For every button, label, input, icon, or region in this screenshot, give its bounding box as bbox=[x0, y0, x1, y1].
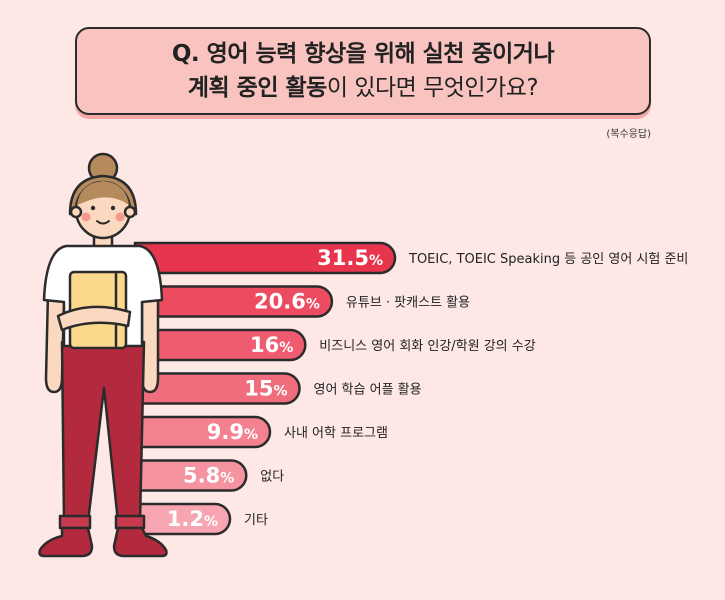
category-label: 사내 어학 프로그램 bbox=[284, 426, 388, 441]
question-title-line1: Q. 영어 능력 향상을 위해 실천 중이거나 bbox=[171, 41, 555, 67]
bar-group: 16% 비즈니스 영어 회화 인강/학원 강의 수강 bbox=[133, 328, 536, 362]
left-cheek bbox=[81, 212, 91, 222]
bar-group: 5.8% 없다 bbox=[133, 459, 284, 492]
category-label: 비즈니스 영어 회화 인강/학원 강의 수강 bbox=[319, 339, 535, 354]
bar bbox=[133, 241, 397, 275]
bar bbox=[133, 328, 307, 362]
left-shoe bbox=[38, 526, 94, 558]
bangs bbox=[77, 181, 129, 205]
question-title-emphasis: 계획 중인 활동 bbox=[187, 75, 327, 101]
bar-value-label: 15% bbox=[244, 377, 287, 401]
right-shoe bbox=[112, 526, 168, 558]
bar bbox=[133, 372, 301, 405]
right-eye bbox=[110, 205, 116, 211]
right-cuff bbox=[114, 514, 146, 530]
multiple-response-note: (복수응답) bbox=[606, 129, 651, 140]
question-title-line2: 계획 중인 활동이 있다면 무엇인가요? bbox=[77, 71, 649, 105]
bar-group: 15% 영어 학습 어플 활용 bbox=[133, 372, 422, 405]
bar bbox=[133, 502, 232, 536]
bar bbox=[133, 285, 334, 318]
category-label: 영어 학습 어플 활용 bbox=[314, 383, 422, 398]
bar-group: 9.9% 사내 어학 프로그램 bbox=[133, 415, 388, 449]
question-box: Q. 영어 능력 향상을 위해 실천 중이거나 계획 중인 활동이 있다면 무엇… bbox=[75, 27, 651, 115]
bar-value-label: 5.8% bbox=[183, 464, 234, 488]
category-label: 유튜브 · 팟캐스트 활용 bbox=[346, 296, 470, 311]
woman-illustration bbox=[38, 152, 168, 558]
bar-value-label: 1.2% bbox=[167, 507, 218, 531]
category-label: TOEIC, TOEIC Speaking 등 공인 영어 시험 준비 bbox=[408, 252, 688, 267]
left-eye bbox=[90, 205, 96, 211]
category-label: 없다 bbox=[260, 470, 284, 485]
bar-value-label: 16% bbox=[250, 333, 293, 357]
right-cheek bbox=[115, 212, 125, 222]
bar-group: 20.6% 유튜브 · 팟캐스트 활용 bbox=[133, 285, 470, 318]
left-ear bbox=[69, 205, 83, 219]
left-cuff bbox=[58, 514, 92, 530]
bar bbox=[133, 415, 272, 449]
bar-group: 31.5% TOEIC, TOEIC Speaking 등 공인 영어 시험 준비 bbox=[133, 241, 688, 275]
bar bbox=[133, 459, 248, 492]
mouth bbox=[96, 220, 110, 225]
pants bbox=[60, 340, 146, 524]
question-title-rest: 이 있다면 무엇인가요? bbox=[326, 75, 539, 101]
bar-value-label: 9.9% bbox=[207, 420, 258, 444]
bars-layer: 31.5% TOEIC, TOEIC Speaking 등 공인 영어 시험 준비… bbox=[133, 241, 688, 536]
right-ear bbox=[123, 205, 137, 219]
bar-value-label: 31.5% bbox=[317, 246, 383, 270]
hand bbox=[56, 305, 132, 332]
category-label: 기타 bbox=[244, 513, 268, 528]
bar-value-label: 20.6% bbox=[254, 290, 320, 314]
bar-group: 1.2% 기타 bbox=[133, 502, 268, 536]
